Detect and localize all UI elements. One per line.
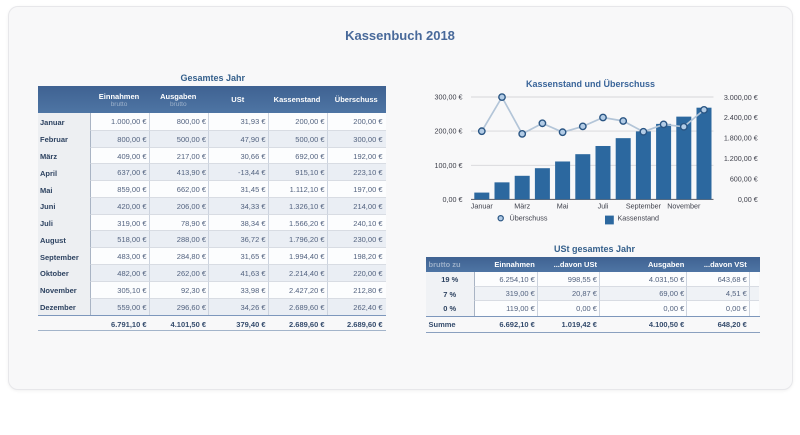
svg-text:3.000,00 €: 3.000,00 € bbox=[724, 93, 758, 102]
svg-text:1.800,00 €: 1.800,00 € bbox=[724, 134, 758, 143]
svg-text:Mai: Mai bbox=[557, 202, 569, 211]
svg-text:100,00 €: 100,00 € bbox=[435, 161, 463, 170]
svg-text:0,00 €: 0,00 € bbox=[443, 195, 463, 204]
svg-text:Januar: Januar bbox=[471, 202, 494, 211]
svg-text:1.200,00 €: 1.200,00 € bbox=[724, 154, 758, 163]
svg-text:März: März bbox=[514, 202, 530, 211]
svg-text:Kassenstand und Überschuss: Kassenstand und Überschuss bbox=[526, 79, 655, 89]
svg-text:0,00 €: 0,00 € bbox=[738, 195, 758, 204]
svg-text:300,00 €: 300,00 € bbox=[435, 93, 463, 102]
svg-text:September: September bbox=[626, 202, 662, 211]
svg-text:200,00 €: 200,00 € bbox=[435, 127, 463, 136]
svg-text:November: November bbox=[667, 202, 701, 211]
svg-text:2.400,00 €: 2.400,00 € bbox=[724, 113, 758, 122]
svg-text:Juli: Juli bbox=[598, 202, 609, 211]
svg-text:Kassenstand: Kassenstand bbox=[618, 214, 660, 223]
svg-text:600,00 €: 600,00 € bbox=[730, 175, 758, 184]
svg-text:Überschuss: Überschuss bbox=[510, 214, 548, 223]
